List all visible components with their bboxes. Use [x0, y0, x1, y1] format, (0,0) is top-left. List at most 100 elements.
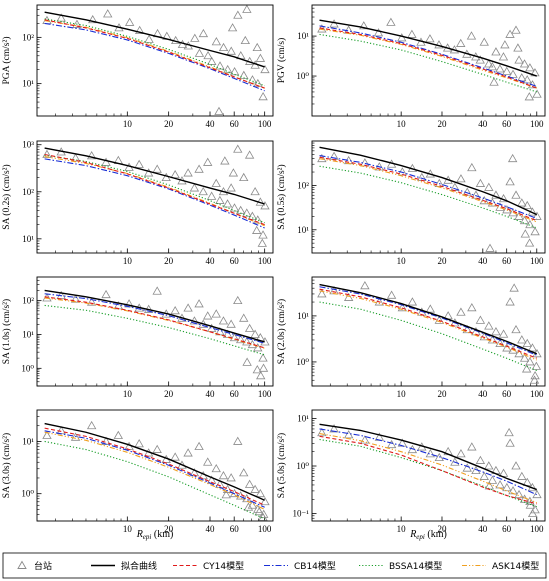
curve-cy14 — [44, 296, 265, 349]
x-tick-label: 10 — [397, 119, 407, 129]
station-marker — [530, 370, 540, 380]
station-marker — [532, 89, 542, 98]
curve-ask14 — [319, 290, 537, 361]
station-marker — [479, 37, 489, 46]
station-marker — [502, 343, 512, 352]
station-marker — [505, 297, 515, 306]
y-axis-label: SA (0.5s) (cm/s²) — [276, 164, 287, 229]
station-marker — [258, 230, 268, 239]
station-marker — [233, 144, 243, 153]
panel-frame — [311, 276, 546, 387]
station-marker — [407, 29, 417, 38]
station-marker — [70, 432, 81, 441]
station-marker — [194, 48, 205, 57]
x-tick-label: 20 — [164, 256, 174, 266]
curve-fit — [44, 289, 265, 343]
station-marker — [244, 150, 255, 159]
station-marker — [511, 190, 521, 199]
station-marker — [259, 509, 269, 518]
station-marker — [244, 479, 255, 488]
curve-ask14 — [44, 431, 265, 510]
y-tick-label: 10¹ — [297, 31, 309, 41]
station-marker — [491, 47, 501, 56]
y-axis-label: SA (5.0s) (cm/s²) — [276, 433, 287, 498]
station-marker — [407, 297, 418, 306]
station-marker — [532, 489, 542, 499]
station-marker — [143, 168, 154, 177]
panel-7: 10⁰ 10¹ 10 20 40 60 100 SA (3.0s) (cm/s²) — [1, 409, 274, 534]
legend-label: ASK14模型 — [492, 561, 539, 572]
station-marker — [247, 500, 258, 509]
station-marker — [253, 78, 263, 88]
panel-frame — [311, 140, 546, 254]
curve-bssa14 — [319, 33, 537, 93]
station-marker — [527, 508, 538, 518]
station-marker — [521, 364, 532, 373]
curve-bssa14 — [319, 165, 537, 229]
station-marker — [525, 496, 535, 505]
curve-cy14 — [44, 153, 265, 226]
station-marker — [170, 306, 180, 315]
station-marker — [222, 199, 233, 208]
station-marker — [425, 304, 435, 313]
station-marker — [247, 211, 258, 220]
x-tick-label: 60 — [230, 119, 240, 129]
station-marker — [239, 172, 249, 182]
station-marker — [134, 439, 144, 448]
station-marker — [170, 452, 180, 461]
y-tick-label: 10⁰ — [296, 71, 309, 81]
station-marker — [103, 9, 113, 18]
station-marker — [258, 91, 268, 101]
station-marker — [514, 55, 524, 64]
station-marker — [508, 69, 518, 78]
station-marker — [260, 64, 270, 74]
curve-bssa14 — [319, 438, 537, 508]
y-tick-label: 10⁰ — [21, 363, 34, 373]
x-axis-label: Repi (km) — [409, 529, 447, 541]
station-marker — [456, 307, 466, 316]
x-tick-label: 10 — [123, 119, 133, 129]
legend-label: 拟合曲线 — [121, 560, 157, 572]
panel-frame — [36, 409, 274, 522]
model-curves — [44, 147, 265, 229]
station-marker — [525, 357, 535, 366]
station-marker — [194, 299, 204, 308]
station-marker — [500, 40, 510, 49]
y-axis-label: PGV (cm/s) — [276, 38, 287, 83]
station-marker — [507, 153, 518, 163]
station-marker — [221, 490, 231, 499]
curve-ask14 — [319, 158, 537, 223]
y-tick-label: 10² — [22, 32, 34, 42]
station-marker — [491, 327, 501, 336]
curve-fit — [44, 11, 265, 68]
station-marker — [86, 420, 97, 430]
station-marker — [215, 195, 225, 204]
x-tick-label: 10 — [123, 524, 133, 534]
station-marker — [214, 106, 224, 115]
model-curves — [319, 146, 538, 229]
station-marker — [239, 468, 249, 477]
station-marker — [256, 371, 266, 380]
station-marker — [530, 505, 540, 514]
curve-bssa14 — [44, 154, 265, 224]
curve-cy14 — [319, 27, 537, 89]
station-marker — [152, 164, 162, 173]
y-tick-label: 10⁰ — [296, 461, 309, 471]
station-marker — [260, 496, 270, 506]
model-curves — [319, 19, 537, 93]
x-tick-label: 60 — [230, 389, 240, 399]
station-marker — [203, 457, 213, 466]
station-marker — [113, 430, 124, 439]
station-marker — [386, 290, 397, 299]
curve-ask14 — [44, 297, 265, 349]
curve-cb14 — [319, 428, 537, 496]
model-curves — [44, 289, 265, 356]
curve-ask14 — [319, 433, 537, 504]
station-marker — [495, 64, 505, 73]
station-marker — [434, 452, 444, 462]
station-marker — [360, 281, 370, 290]
station-marker — [520, 229, 530, 238]
y-tick-label: 10¹ — [22, 329, 34, 339]
station-marker — [252, 225, 262, 234]
station-marker — [522, 338, 532, 348]
